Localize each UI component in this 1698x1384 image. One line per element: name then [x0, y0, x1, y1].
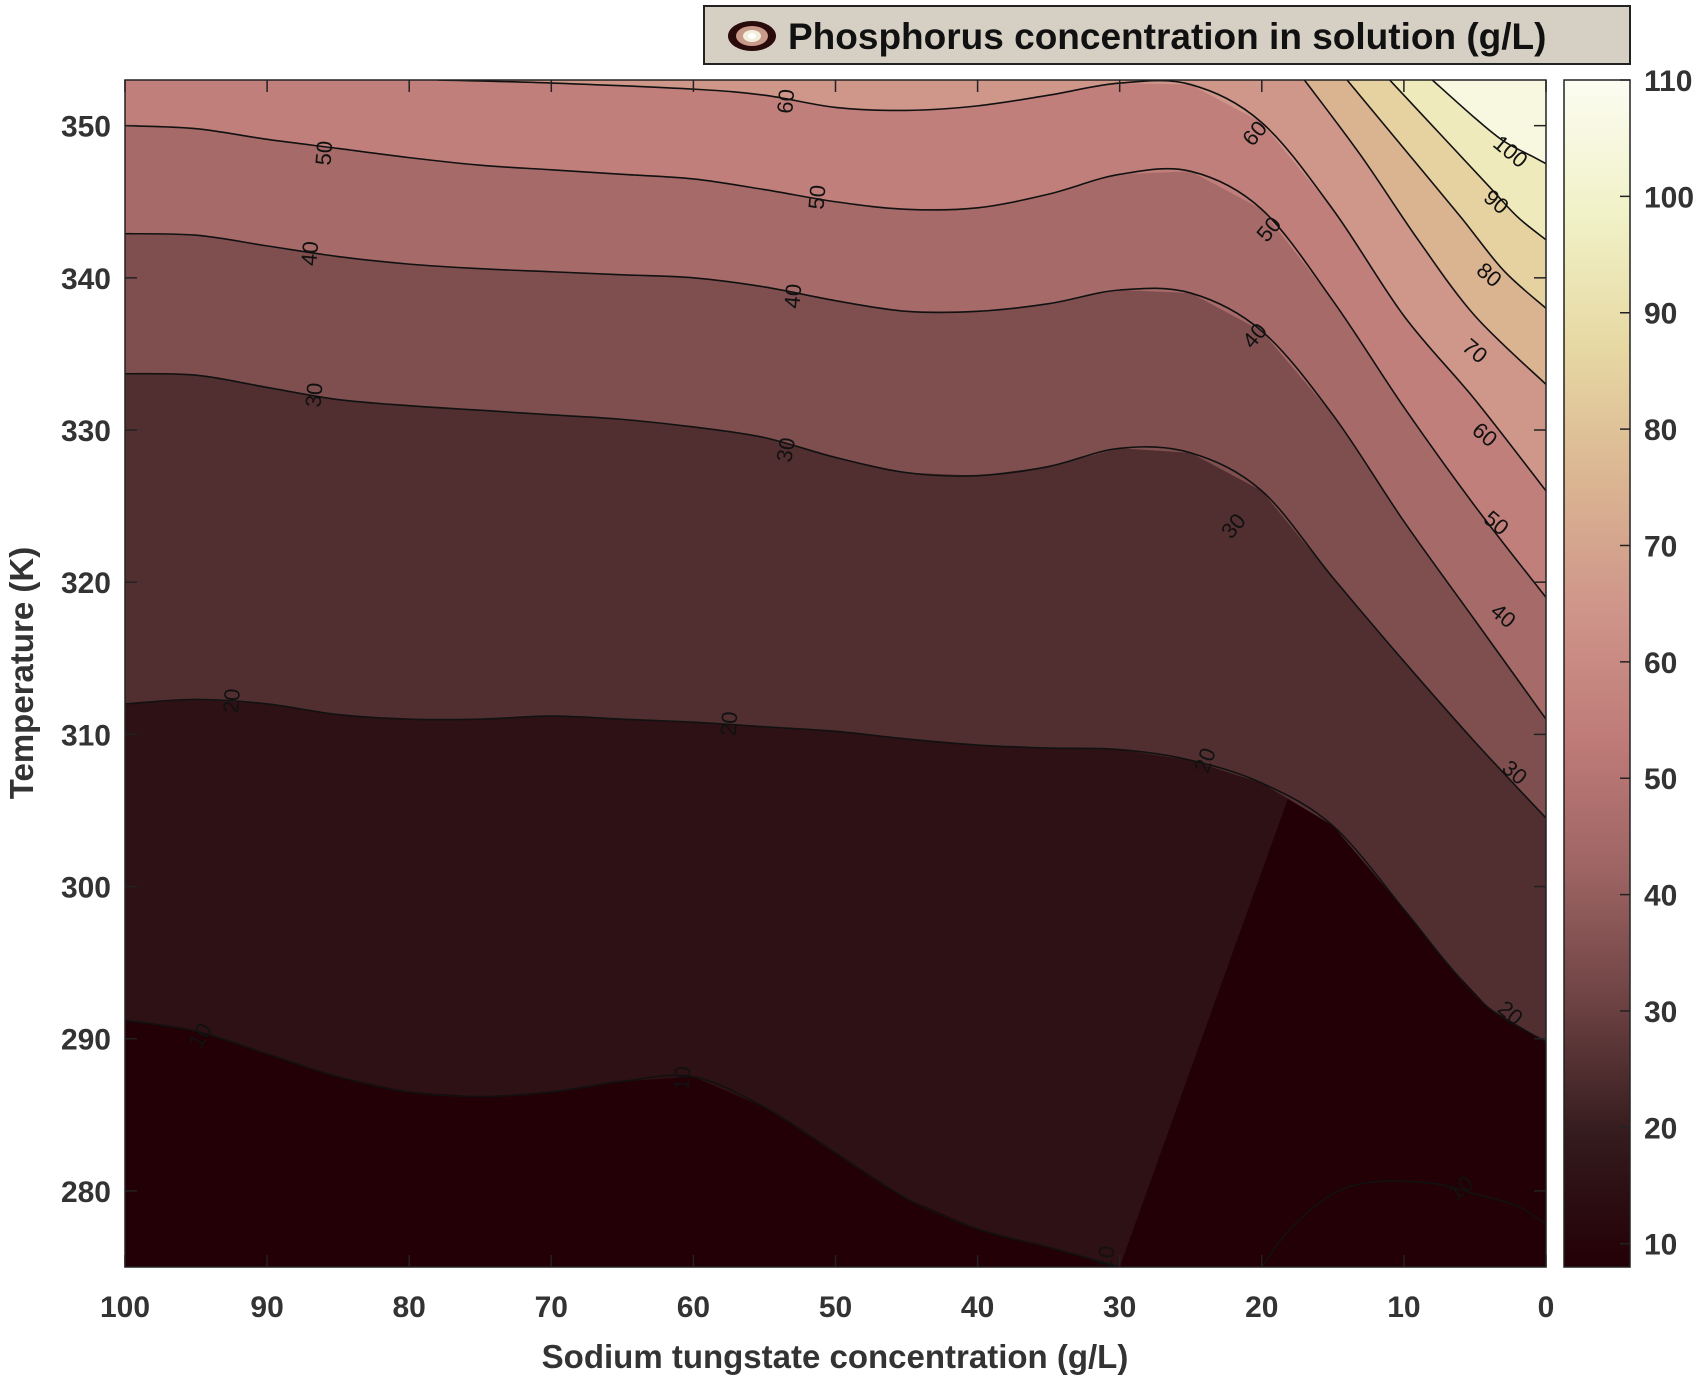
contour-band-40 — [125, 80, 1546, 720]
contour-line-10 — [125, 1019, 1120, 1267]
contour-label: 20 — [218, 688, 245, 715]
colorbar-tick-label: 90 — [1644, 298, 1677, 331]
colorbar-tick-label: 10 — [1644, 1229, 1677, 1262]
x-tick-label: 30 — [1103, 1291, 1136, 1324]
y-tick-label: 320 — [61, 567, 111, 600]
x-tick-label: 100 — [100, 1291, 150, 1324]
contour-line-50 — [125, 124, 1546, 598]
contour-label: 10 — [1091, 1244, 1120, 1272]
y-tick-label: 300 — [61, 872, 111, 905]
x-tick-label: 0 — [1538, 1291, 1555, 1324]
contour-line-100 — [1431, 80, 1546, 165]
x-axis: 100 90 80 70 60 50 40 30 20 10 0 — [100, 80, 1554, 1324]
colorbar-gradient — [1563, 79, 1631, 1268]
y-tick-label: 290 — [61, 1024, 111, 1057]
y-tick-label: 280 — [61, 1176, 111, 1209]
contour-label: 40 — [779, 283, 806, 310]
contour-label: 50 — [804, 184, 831, 211]
contour-band-100 — [1432, 80, 1546, 164]
colorbar-tick-label: 30 — [1644, 996, 1677, 1029]
contour-label: 10 — [669, 1065, 696, 1092]
contour-label: 20 — [715, 710, 742, 737]
x-tick-label: 50 — [819, 1291, 852, 1324]
contour-line-40 — [125, 232, 1546, 720]
x-tick-label: 60 — [677, 1291, 710, 1324]
legend-label: Phosphorus concentration in solution (g/… — [788, 16, 1546, 57]
y-axis: 280 290 300 310 320 330 340 350 — [61, 111, 1546, 1209]
colorbar-tick-label: 80 — [1644, 414, 1677, 447]
x-tick-label: 80 — [393, 1291, 426, 1324]
colorbar-tick-label: 70 — [1644, 530, 1677, 563]
colorbar-tick-label: 60 — [1644, 647, 1677, 680]
contour-line-90 — [1389, 80, 1546, 241]
x-tick-label: 20 — [1245, 1291, 1278, 1324]
contour-line-80 — [1346, 80, 1546, 309]
contour-line-10 — [1261, 1180, 1546, 1267]
colorbar-tick-label: 100 — [1644, 181, 1694, 214]
legend: Phosphorus concentration in solution (g/… — [703, 5, 1631, 65]
y-tick-label: 330 — [61, 415, 111, 448]
y-tick-label: 340 — [61, 263, 111, 296]
contour-label: 30 — [771, 436, 800, 464]
x-tick-label: 70 — [535, 1291, 568, 1324]
contour-line-70 — [1303, 80, 1546, 385]
y-tick-label: 350 — [61, 111, 111, 144]
colorbar: 10 20 30 40 50 60 70 80 90 100 110 — [1563, 65, 1694, 1268]
x-tick-label: 90 — [250, 1291, 283, 1324]
colorbar-tick-label: 110 — [1644, 65, 1692, 98]
contour-band-below-10-pocket — [1261, 1181, 1546, 1267]
contour-lines — [125, 80, 1546, 1267]
legend-box — [703, 5, 1631, 65]
contour-label: 50 — [310, 140, 337, 167]
contour-line-20 — [125, 698, 1546, 1043]
colorbar-tick-label: 40 — [1644, 880, 1677, 913]
contour-rings-icon — [728, 21, 776, 51]
y-tick-label: 310 — [61, 719, 111, 752]
contour-fills — [125, 80, 1546, 1267]
colorbar-tick-label: 20 — [1644, 1112, 1677, 1145]
contour-line-30 — [125, 372, 1546, 819]
contour-label: 30 — [300, 382, 327, 409]
contour-label: 40 — [296, 240, 323, 267]
contour-line-60 — [437, 80, 1546, 492]
x-axis-label: Sodium tungstate concentration (g/L) — [542, 1338, 1129, 1375]
x-tick-label: 40 — [961, 1291, 994, 1324]
colorbar-ticks: 10 20 30 40 50 60 70 80 90 100 110 — [1620, 65, 1694, 1262]
x-tick-label: 10 — [1387, 1291, 1420, 1324]
colorbar-tick-label: 50 — [1644, 763, 1677, 796]
y-axis-label: Temperature (K) — [3, 547, 40, 799]
contour-label: 60 — [772, 88, 799, 115]
